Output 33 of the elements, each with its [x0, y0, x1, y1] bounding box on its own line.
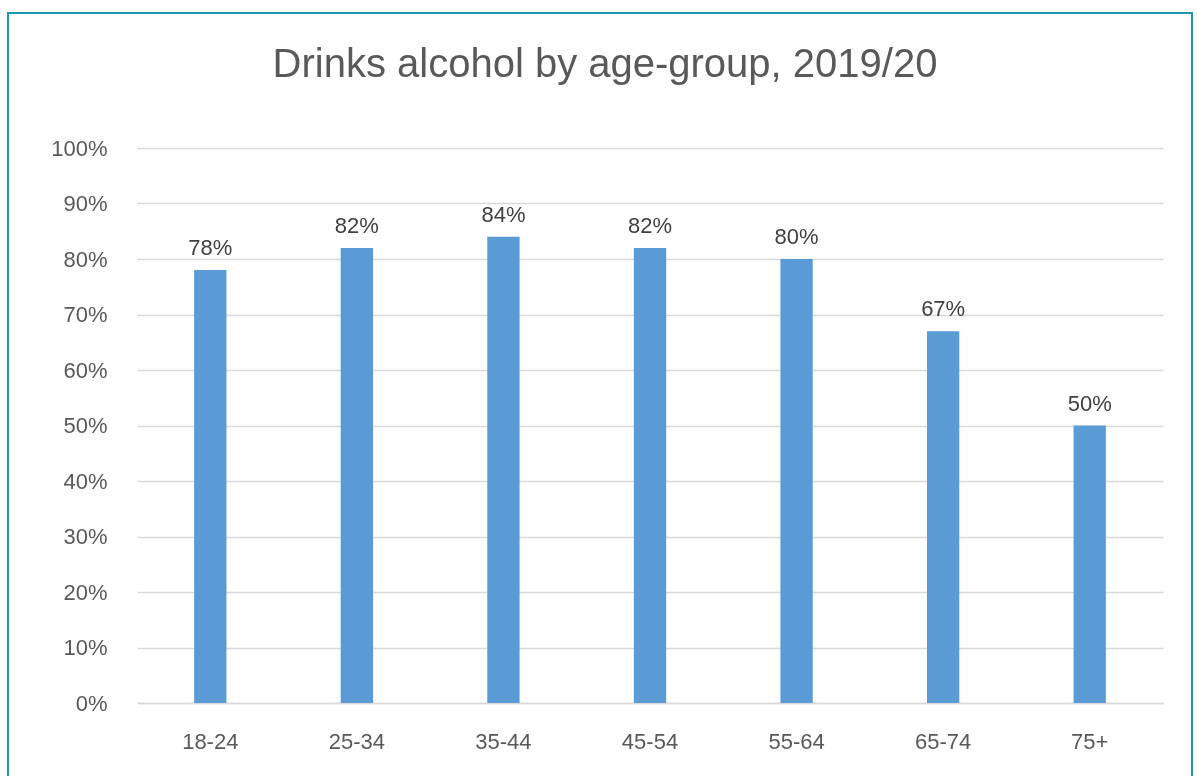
y-tick-label: 50%	[63, 413, 108, 438]
x-tick-label: 55-64	[768, 728, 825, 754]
y-tick-label: 60%	[63, 357, 108, 383]
y-tick-label: 10%	[63, 635, 108, 660]
y-tick-label: 80%	[63, 246, 108, 272]
x-tick-label: 45-54	[621, 728, 679, 754]
y-tick-label: 70%	[63, 302, 108, 327]
x-tick-label: 25-34	[328, 728, 385, 754]
data-label: 50%	[1067, 390, 1112, 416]
y-tick-label: 20%	[63, 579, 108, 605]
x-tick-label: 65-74	[915, 728, 972, 754]
y-tick-label: 0%	[75, 690, 108, 716]
bar	[194, 270, 227, 703]
data-label: 84%	[481, 201, 526, 227]
y-tick-label: 90%	[63, 191, 108, 216]
x-tick-label: 18-24	[182, 728, 239, 754]
bar	[340, 247, 374, 703]
data-label: 82%	[627, 212, 673, 238]
bar	[780, 259, 813, 703]
x-tick-label: 75+	[1071, 728, 1109, 754]
bar	[487, 236, 520, 703]
y-tick-label: 100%	[51, 135, 108, 161]
x-tick-label: 35-44	[475, 728, 532, 754]
y-tick-label: 40%	[63, 468, 108, 494]
data-label: 67%	[921, 296, 966, 322]
bar	[926, 331, 960, 703]
data-label: 78%	[188, 235, 233, 261]
y-tick-label: 30%	[63, 524, 108, 549]
data-label: 82%	[334, 212, 379, 238]
bar	[1073, 425, 1106, 703]
chart-title: Drinks alcohol by age-group, 2019/20	[272, 41, 938, 85]
bar	[633, 247, 667, 703]
data-label: 80%	[774, 224, 819, 249]
